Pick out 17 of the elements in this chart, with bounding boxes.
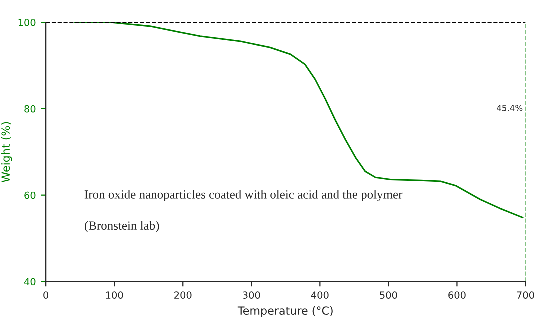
y-tick-label: 40 (24, 278, 36, 286)
y-tick-label: 100 (18, 19, 36, 26)
annotation: Iron oxide nanoparticles coated with oleic acid and the polymer (84, 190, 403, 202)
x-tick-label: 700 (517, 292, 534, 299)
x-tick-label: 100 (106, 292, 124, 299)
y-axis-title: Weight (%) (1, 122, 12, 183)
x-tick-label: 600 (448, 292, 466, 299)
annotation: 45.4% (497, 105, 523, 112)
x-tick-label: 0 (44, 292, 49, 299)
x-tick-label: 500 (380, 292, 398, 299)
y-tick-label: 60 (24, 192, 36, 200)
x-tick-label: 200 (174, 292, 192, 299)
x-tick-label: 400 (311, 292, 329, 299)
x-tick-label: 300 (243, 292, 260, 299)
y-tick-label: 80 (24, 105, 36, 113)
annotation: (Bronstein lab) (84, 221, 160, 233)
x-axis-title: Temperature (°C) (238, 306, 333, 318)
